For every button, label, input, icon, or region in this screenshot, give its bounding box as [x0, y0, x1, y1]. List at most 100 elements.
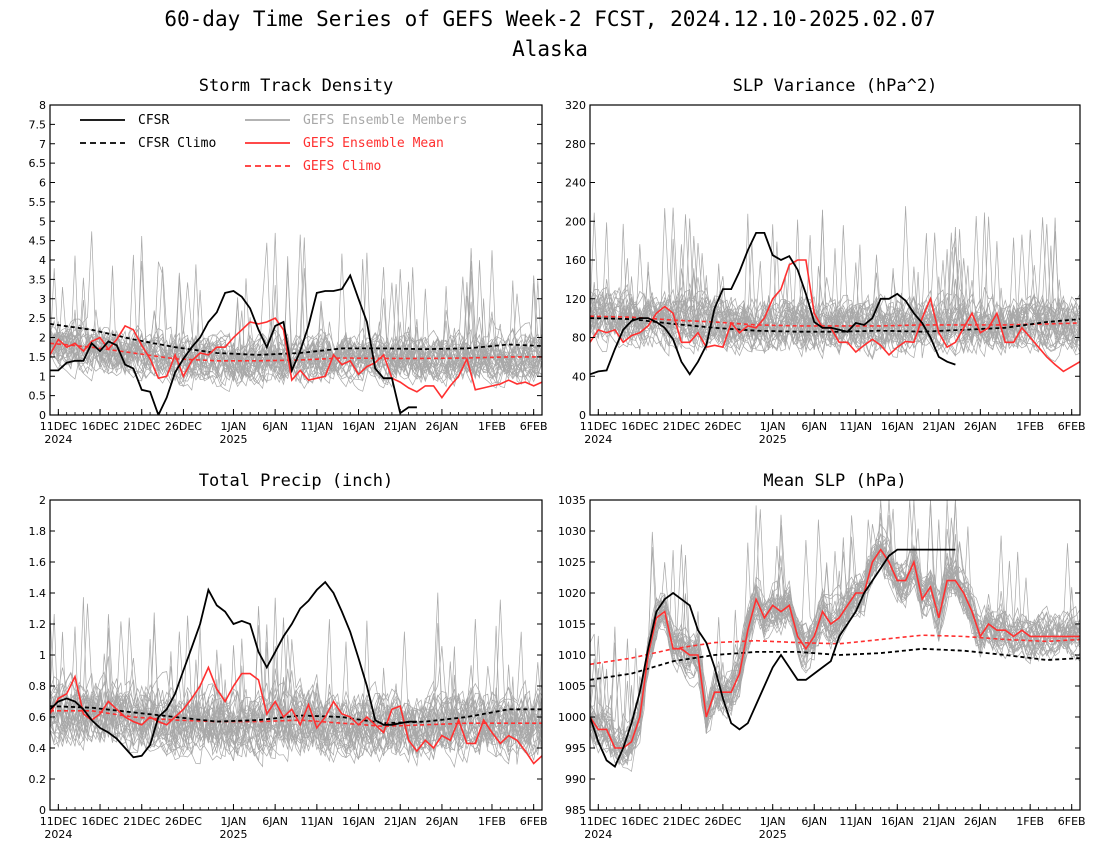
series-line-gefs-ensemble-mean: [590, 259, 1080, 373]
legend-item-gefs-ensemble-mean: GEFS Ensemble Mean: [245, 136, 444, 151]
y-tick-label: 1000: [558, 711, 586, 724]
series-line-gefs-ensemble-mean: [50, 665, 542, 765]
x-tick-label: 6FEB: [1058, 815, 1086, 828]
y-tick-label: 7: [39, 138, 46, 151]
y-tick-label: 1.8: [29, 525, 47, 538]
y-tick-label: 0: [39, 409, 46, 422]
y-tick-label: 1025: [558, 556, 586, 569]
legend: CFSR CFSR Climo GEFS Ensemble Members GEFS …: [80, 113, 467, 174]
panel-title: Total Precip (inch): [199, 471, 393, 491]
x-tick-label: 11DEC: [580, 420, 617, 433]
panel-mean-slp-hpa: Mean SLP (hPa) 985 990 995 1000 1005 1010 1015 1…: [558, 471, 1086, 841]
x-tick-label: 6JAN: [801, 420, 827, 433]
x-tick-label: 26DEC: [704, 815, 741, 828]
x-tick-label: 1JAN: [760, 420, 786, 433]
x-tick-label: 21JAN: [384, 815, 417, 828]
x-tick-label: 21JAN: [922, 815, 955, 828]
ensemble-member-line: [590, 523, 1080, 765]
x-tick-label: 16DEC: [81, 420, 118, 433]
y-axis: 0 40 80 120 160 200 240 280 320: [565, 99, 1080, 422]
legend-label: GEFS Ensemble Mean: [303, 136, 444, 151]
y-tick-label: 1005: [558, 680, 586, 693]
x-tick-label: 6JAN: [262, 815, 288, 828]
x-tick-label: 21DEC: [123, 420, 160, 433]
ensemble-members: [590, 206, 1080, 363]
y-tick-label: 5.5: [29, 196, 47, 209]
y-tick-label: 240: [565, 177, 586, 190]
ensemble-member-line: [50, 690, 542, 761]
ensemble-member-line: [590, 241, 1080, 353]
x-tick-year-label: 2025: [219, 433, 247, 446]
x-tick-label: 21JAN: [384, 420, 417, 433]
ensemble-member-line: [590, 509, 1080, 760]
panels: Storm Track Density 0 0.5 1 1.5 2 2.5 3 3.5 4 4.5 5…: [29, 76, 1086, 841]
x-tick-year-label: 2024: [584, 433, 612, 446]
y-tick-label: 80: [572, 332, 586, 345]
y-tick-label: 1035: [558, 494, 586, 507]
x-tick-label: 26JAN: [426, 420, 459, 433]
y-tick-label: 320: [565, 99, 586, 112]
ensemble-members: [590, 500, 1080, 773]
y-tick-label: 1015: [558, 618, 586, 631]
ensemble-member-line: [50, 268, 542, 392]
ensemble-member-line: [590, 268, 1080, 352]
x-tick-year-label: 2024: [44, 828, 72, 841]
y-tick-label: 0.4: [29, 742, 47, 755]
panel-slp-variance-hpa-2: SLP Variance (hPa^2) 0 40 80 120 160 200 240 280…: [565, 76, 1086, 446]
x-tick-label: 16DEC: [621, 420, 658, 433]
y-tick-label: 990: [565, 773, 586, 786]
x-tick-label: 11JAN: [839, 815, 872, 828]
legend-label: CFSR Climo: [138, 136, 216, 151]
x-tick-label: 6FEB: [520, 420, 548, 433]
y-tick-label: 160: [565, 254, 586, 267]
x-tick-label: 6JAN: [262, 420, 288, 433]
plot-area: [50, 580, 542, 769]
ensemble-member-line: [590, 232, 1080, 358]
x-tick-label: 11JAN: [300, 420, 333, 433]
x-tick-label: 6JAN: [801, 815, 827, 828]
legend-item-cfsr: CFSR: [80, 113, 169, 128]
x-tick-label: 26DEC: [165, 815, 202, 828]
y-axis: 0 0.5 1 1.5 2 2.5 3 3.5 4 4.5 5 5.5 6 6.5 7 7.5 8: [29, 99, 542, 422]
y-tick-label: 280: [565, 138, 586, 151]
plot-area: [590, 206, 1080, 376]
x-tick-year-label: 2025: [219, 828, 247, 841]
ensemble-member-line: [590, 224, 1080, 353]
ensemble-member-line: [50, 641, 542, 756]
x-tick-label: 26JAN: [426, 815, 459, 828]
x-tick-label: 1FEB: [1016, 815, 1044, 828]
y-tick-label: 7.5: [29, 118, 47, 131]
series-line-cfsr-climo: [590, 317, 1080, 333]
y-tick-label: 1020: [558, 587, 586, 600]
y-tick-label: 1.5: [29, 351, 47, 364]
x-tick-label: 11DEC: [40, 420, 77, 433]
y-tick-label: 1.4: [29, 587, 47, 600]
x-tick-label: 16JAN: [881, 420, 914, 433]
ensemble-member-line: [590, 524, 1080, 766]
panel-storm-track-density: Storm Track Density 0 0.5 1 1.5 2 2.5 3 3.5 4 4.5 5…: [29, 76, 548, 446]
x-tick-label: 11DEC: [580, 815, 617, 828]
x-tick-label: 21DEC: [663, 420, 700, 433]
x-tick-label: 1JAN: [221, 815, 247, 828]
y-tick-label: 0: [579, 409, 586, 422]
y-tick-label: 0.5: [29, 390, 47, 403]
ensemble-member-line: [50, 612, 542, 768]
x-tick-year-label: 2025: [759, 433, 787, 446]
x-tick-label: 21DEC: [663, 815, 700, 828]
panel-title: Mean SLP (hPa): [763, 471, 906, 491]
series-line-cfsr: [590, 231, 956, 376]
x-tick-label: 26JAN: [964, 815, 997, 828]
panel-title: Storm Track Density: [199, 76, 393, 96]
plot-frame: [589, 104, 1081, 416]
ensemble-member-line: [50, 606, 542, 763]
x-tick-label: 6FEB: [520, 815, 548, 828]
ensemble-member-line: [50, 623, 542, 765]
series-line-cfsr-climo: [590, 647, 1080, 681]
y-tick-label: 1: [39, 649, 46, 662]
ensemble-member-line: [50, 283, 542, 382]
y-tick-label: 2: [39, 332, 46, 345]
